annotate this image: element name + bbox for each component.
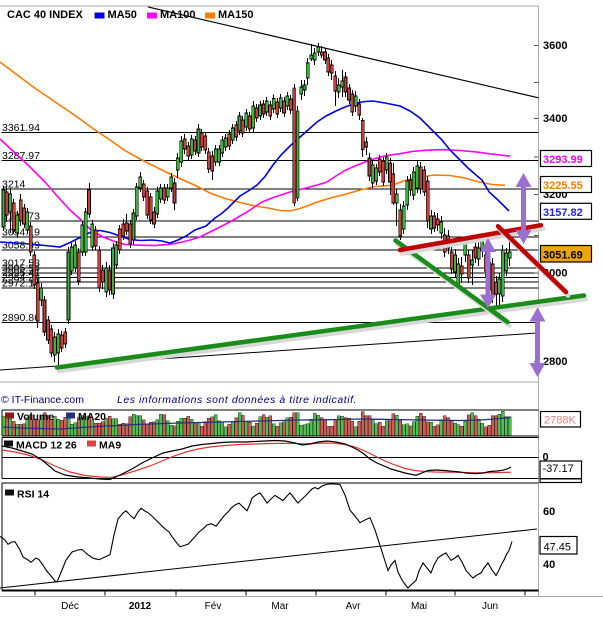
svg-text:3293.99: 3293.99 <box>543 154 583 166</box>
svg-text:2972.17: 2972.17 <box>2 278 40 290</box>
svg-text:Mar: Mar <box>271 601 289 612</box>
svg-text:2800: 2800 <box>543 356 567 368</box>
svg-text:MA50: MA50 <box>108 9 137 21</box>
svg-text:Avr: Avr <box>346 601 361 612</box>
svg-text:2890.86: 2890.86 <box>2 312 40 324</box>
svg-text:3214: 3214 <box>2 179 26 191</box>
svg-text:Les informations sont données: Les informations sont données à titre in… <box>117 394 357 406</box>
svg-text:3600: 3600 <box>543 40 567 52</box>
svg-text:3094.19: 3094.19 <box>2 226 40 238</box>
svg-text:3058.99: 3058.99 <box>2 240 40 252</box>
svg-text:MA9: MA9 <box>99 440 121 452</box>
svg-text:2995.41: 2995.41 <box>2 267 40 279</box>
svg-text:60: 60 <box>543 506 555 518</box>
svg-text:3017.53: 3017.53 <box>2 258 40 270</box>
svg-text:Volume: Volume <box>17 411 54 423</box>
svg-text:© IT-Finance.com: © IT-Finance.com <box>1 394 84 406</box>
svg-text:Déc: Déc <box>61 601 79 612</box>
svg-text:-37.17: -37.17 <box>543 463 574 475</box>
svg-text:RSI 14: RSI 14 <box>17 489 49 501</box>
svg-text:47.45: 47.45 <box>544 542 572 554</box>
svg-text:3400: 3400 <box>543 113 567 125</box>
svg-text:40: 40 <box>543 559 555 571</box>
svg-text:3361.94: 3361.94 <box>2 122 40 134</box>
svg-text:MACD 12 26: MACD 12 26 <box>16 440 77 452</box>
svg-text:Mai: Mai <box>411 601 427 612</box>
svg-text:2788K: 2788K <box>544 415 576 427</box>
svg-text:3287.97: 3287.97 <box>2 150 40 162</box>
svg-text:MA150: MA150 <box>218 9 253 21</box>
svg-text:Fév: Fév <box>205 601 222 612</box>
svg-text:3005.54: 3005.54 <box>2 263 40 275</box>
svg-text:3157.82: 3157.82 <box>543 207 583 219</box>
svg-text:CAC 40 INDEX: CAC 40 INDEX <box>7 9 83 21</box>
svg-text:2984.24: 2984.24 <box>2 272 40 284</box>
svg-text:3225.55: 3225.55 <box>543 180 583 192</box>
svg-text:Jun: Jun <box>482 601 498 612</box>
svg-text:2012: 2012 <box>129 601 152 612</box>
svg-text:MA100: MA100 <box>160 9 195 21</box>
svg-text:0: 0 <box>543 452 549 464</box>
svg-text:3051.69: 3051.69 <box>543 250 583 262</box>
svg-text:MA20: MA20 <box>78 411 106 423</box>
